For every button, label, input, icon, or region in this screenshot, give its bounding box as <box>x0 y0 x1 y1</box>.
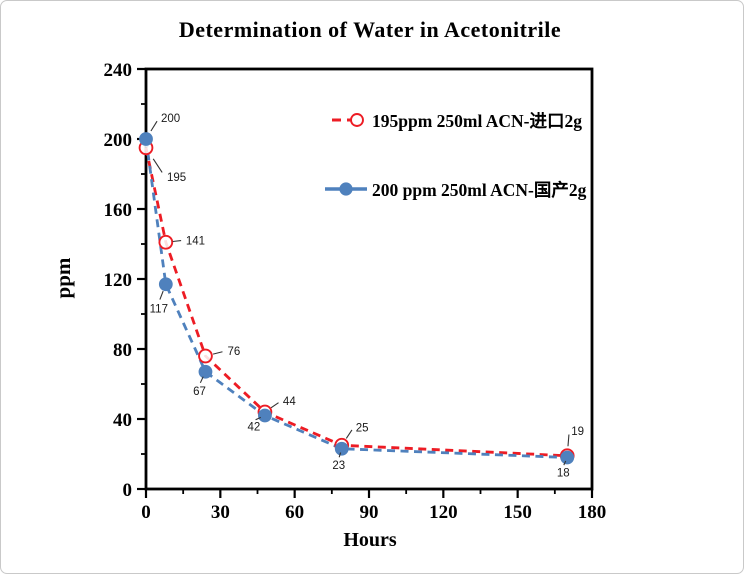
data-point-marker <box>334 441 349 456</box>
point-value-label: 117 <box>150 303 168 315</box>
data-point-marker <box>560 450 575 465</box>
annotation-leader <box>172 240 182 243</box>
point-value-label: 18 <box>557 468 570 480</box>
x-tick-label: 30 <box>211 502 230 523</box>
annotation-leader <box>567 434 570 447</box>
legend-label-imported: 195ppm 250ml ACN-进口2g <box>372 111 582 131</box>
annotation-leader <box>255 416 261 421</box>
plot-border <box>144 67 594 491</box>
x-axis-title: Hours <box>343 529 397 551</box>
x-tick-label: 90 <box>360 502 379 523</box>
point-value-label: 25 <box>356 422 369 434</box>
annotation-leader <box>563 460 567 466</box>
annotation-leader <box>159 290 164 300</box>
y-tick-label: 240 <box>104 60 133 81</box>
data-point-marker <box>158 234 174 250</box>
x-tick-label: 60 <box>285 502 304 523</box>
annotation-leader <box>150 120 158 132</box>
legend-label-domestic: 200 ppm 250ml ACN-国产2g <box>372 180 587 200</box>
annotation-leader <box>345 429 353 439</box>
point-value-label: 67 <box>193 386 206 398</box>
x-tick-label: 180 <box>578 502 607 523</box>
x-tick-label: 0 <box>141 502 151 523</box>
y-tick-label: 80 <box>113 340 132 361</box>
point-value-label: 141 <box>186 235 205 247</box>
series-line-1 <box>144 138 568 459</box>
point-value-label: 195 <box>167 172 186 184</box>
chart-title: Determination of Water in Acetonitrile <box>178 17 562 42</box>
point-value-label: 19 <box>571 426 584 438</box>
x-tick-label: 120 <box>429 502 458 523</box>
x-tick-label: 150 <box>503 502 532 523</box>
point-value-label: 200 <box>161 113 180 125</box>
annotation-leader <box>199 376 204 384</box>
y-tick-label: 200 <box>104 130 133 151</box>
annotation-leader <box>270 402 279 409</box>
data-point-marker <box>258 408 272 423</box>
annotation-leader <box>212 351 223 355</box>
point-value-label: 42 <box>248 422 261 434</box>
point-value-label: 23 <box>332 460 345 472</box>
y-tick-label: 40 <box>113 410 132 431</box>
annotation-leader <box>338 452 342 458</box>
y-tick-label: 160 <box>104 200 133 221</box>
data-point-marker <box>198 364 213 379</box>
legend-marker-open-circle <box>350 113 364 127</box>
series-line-0 <box>144 147 568 458</box>
legend-marker-filled-circle <box>339 182 353 196</box>
y-tick-label: 120 <box>104 270 133 291</box>
data-point-marker <box>139 132 153 146</box>
point-value-label: 76 <box>227 346 240 358</box>
data-point-marker <box>158 277 173 292</box>
annotation-leader <box>152 158 163 173</box>
point-value-label: 44 <box>283 396 296 408</box>
y-tick-label: 0 <box>123 480 133 501</box>
data-point-marker <box>198 348 213 364</box>
